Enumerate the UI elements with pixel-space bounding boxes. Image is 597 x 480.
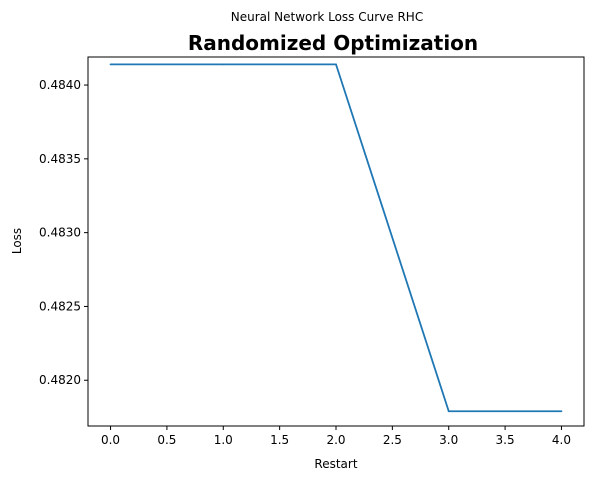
x-tick-label: 0.0 [101,433,120,447]
y-axis-label: Loss [10,228,24,254]
data-point [335,63,337,66]
x-axis-ticks: 0.0 0.5 1.0 1.5 2.0 2.5 3.0 3.5 4.0 [101,426,571,447]
x-tick-label: 2.5 [383,433,402,447]
chart-title: Randomized Optimization [188,31,478,55]
y-tick-label: 0.4820 [39,373,81,387]
series-layer [109,63,563,413]
y-tick-label: 0.4830 [39,226,81,240]
x-tick-label: 2.0 [326,433,345,447]
plot-frame [87,56,585,427]
y-tick-label: 0.4825 [39,299,81,313]
x-tick-label: 1.0 [214,433,233,447]
chart-suptitle: Neural Network Loss Curve RHC [231,10,423,24]
data-point [222,63,225,66]
y-tick-label: 0.4835 [39,152,81,166]
x-tick-label: 0.5 [157,433,176,447]
x-tick-label: 3.5 [496,433,515,447]
data-point [109,63,112,66]
x-axis-label: Restart [314,457,357,471]
y-tick-label: 0.4840 [39,78,81,92]
data-point [447,410,450,413]
data-point [560,410,563,413]
x-tick-label: 1.5 [270,433,289,447]
x-tick-label: 4.0 [552,433,571,447]
x-tick-label: 3.0 [439,433,458,447]
plot-area [88,57,584,426]
y-axis-ticks: 0.4820 0.4825 0.4830 0.4835 0.4840 [39,78,88,387]
